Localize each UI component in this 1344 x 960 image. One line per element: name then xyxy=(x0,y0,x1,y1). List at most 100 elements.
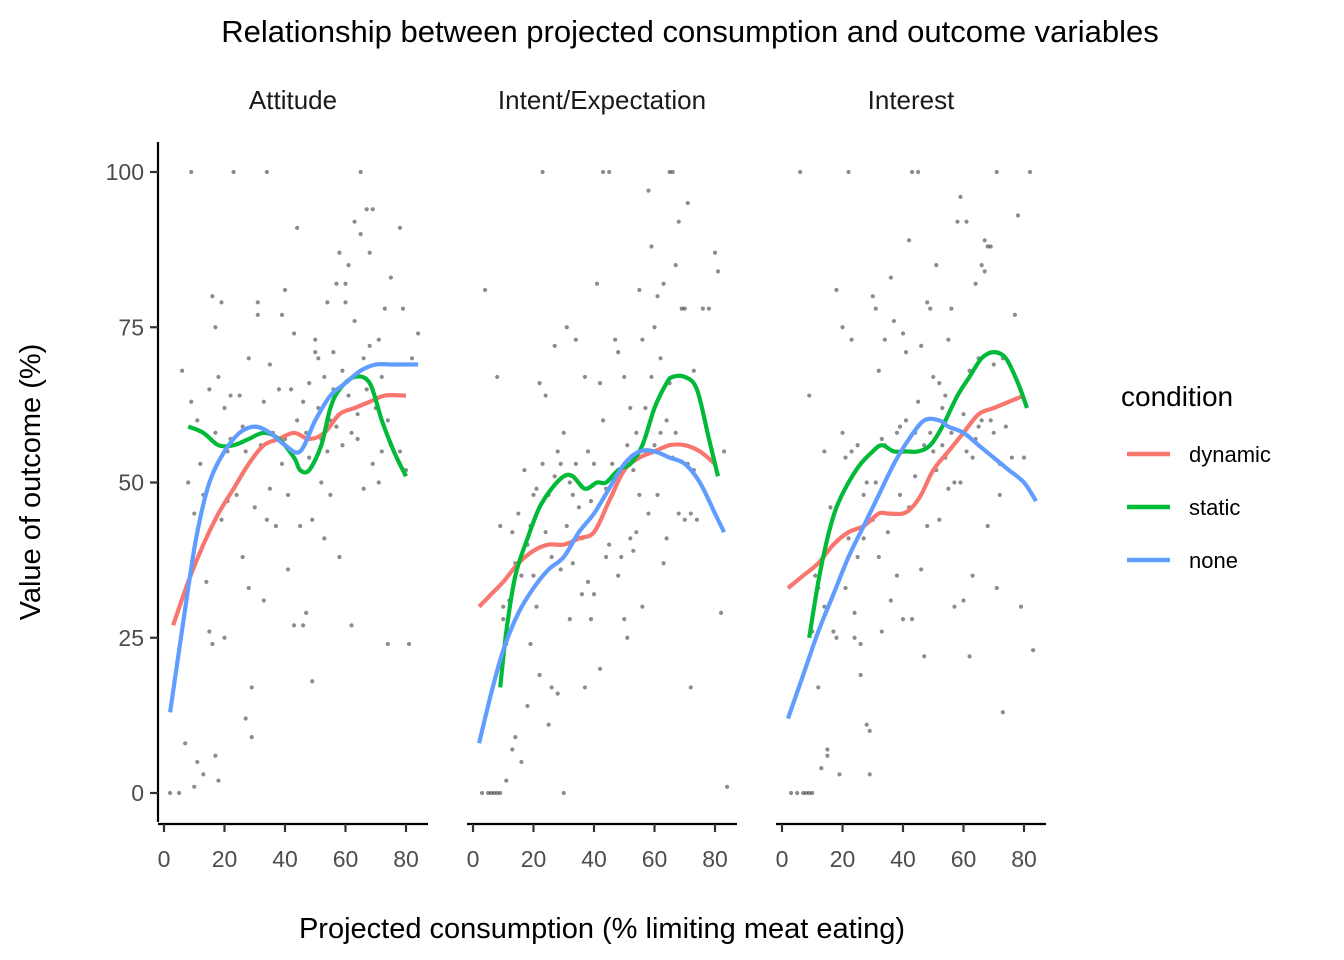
data-point xyxy=(673,430,678,435)
data-point xyxy=(400,306,406,311)
data-point xyxy=(252,505,257,510)
data-point xyxy=(861,536,866,541)
data-point xyxy=(852,635,857,640)
panel-intent-expectation: Intent/Expectation 0 20 40 60 80 xyxy=(467,85,737,872)
panel-interest: Interest 0 20 40 60 80 xyxy=(776,85,1046,872)
data-point xyxy=(900,617,906,622)
data-point xyxy=(876,554,881,560)
data-point xyxy=(534,604,539,609)
data-point xyxy=(543,393,548,398)
data-point xyxy=(279,461,285,466)
data-point xyxy=(276,387,282,392)
data-point xyxy=(264,517,269,522)
data-point xyxy=(510,530,515,535)
data-point xyxy=(331,349,336,355)
data-point xyxy=(216,778,221,783)
data-point xyxy=(852,610,857,616)
data-point xyxy=(285,567,291,572)
data-point xyxy=(552,343,557,348)
data-point xyxy=(837,772,842,777)
data-point xyxy=(828,505,833,510)
data-point xyxy=(649,244,654,249)
x-tick-label: 60 xyxy=(951,846,977,872)
data-point xyxy=(349,430,354,435)
data-point xyxy=(897,492,903,498)
data-point xyxy=(597,381,603,386)
data-point xyxy=(725,784,730,789)
data-point xyxy=(1000,710,1005,715)
data-point xyxy=(807,393,812,398)
data-point xyxy=(652,443,657,448)
data-point xyxy=(619,554,624,560)
data-point xyxy=(1003,424,1008,429)
data-point xyxy=(979,418,984,423)
data-point xyxy=(916,399,921,404)
data-point xyxy=(688,511,693,516)
x-tick-label: 0 xyxy=(776,846,789,872)
data-point xyxy=(864,480,869,485)
data-point xyxy=(522,467,527,473)
smooth-line-static xyxy=(807,350,1029,639)
data-point xyxy=(700,306,706,311)
data-point xyxy=(585,579,591,584)
data-point xyxy=(355,436,360,442)
data-point xyxy=(519,573,524,578)
data-point xyxy=(540,461,545,466)
data-point xyxy=(555,691,560,696)
data-point xyxy=(295,225,300,230)
data-point xyxy=(964,219,969,224)
data-point xyxy=(679,306,684,311)
data-point xyxy=(834,635,839,640)
data-point xyxy=(819,766,824,771)
data-point xyxy=(652,325,657,330)
data-point xyxy=(304,610,309,616)
data-point xyxy=(495,790,500,796)
data-point xyxy=(919,567,924,572)
data-point xyxy=(213,430,218,435)
data-point xyxy=(334,424,339,429)
data-point xyxy=(282,287,288,293)
data-point xyxy=(549,554,554,560)
data-point xyxy=(486,790,491,796)
data-point xyxy=(900,331,906,336)
data-point xyxy=(546,722,551,727)
data-point xyxy=(243,449,248,454)
data-point xyxy=(564,523,569,529)
panel-attitude: Attitude 0 20 40 60 80 xyxy=(158,85,428,872)
data-point xyxy=(319,480,324,485)
data-point xyxy=(843,455,848,460)
data-point xyxy=(370,207,375,212)
data-point xyxy=(501,617,506,622)
data-point xyxy=(1015,213,1021,218)
data-point xyxy=(909,617,915,622)
data-point xyxy=(934,263,939,268)
legend-label-none: none xyxy=(1189,548,1238,573)
data-point xyxy=(840,325,845,330)
data-point xyxy=(625,635,630,640)
data-point xyxy=(937,517,942,522)
data-point xyxy=(246,356,251,361)
data-point xyxy=(591,461,597,466)
data-point xyxy=(616,349,621,355)
data-point xyxy=(349,623,354,628)
x-tick-label: 0 xyxy=(158,846,171,872)
data-point xyxy=(564,325,569,330)
data-point xyxy=(588,499,594,504)
data-point xyxy=(997,492,1002,498)
data-point xyxy=(364,207,369,212)
data-point xyxy=(873,306,878,311)
data-point xyxy=(888,598,894,603)
smooth-line-static xyxy=(187,374,408,478)
data-point xyxy=(591,592,597,597)
data-point xyxy=(567,617,572,622)
data-point xyxy=(646,188,651,193)
data-point xyxy=(810,790,815,796)
data-point xyxy=(970,573,975,578)
data-point xyxy=(189,399,194,404)
data-point xyxy=(882,337,887,342)
data-point xyxy=(834,287,839,293)
data-point xyxy=(949,306,954,311)
data-point xyxy=(240,554,245,560)
data-point xyxy=(255,300,260,305)
